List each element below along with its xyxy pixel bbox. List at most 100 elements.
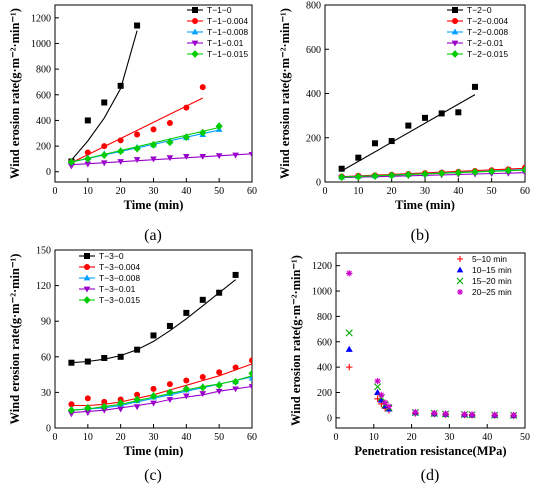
x-tick-label: 30 [444,432,454,443]
legend-label: T−2−0.01 [467,38,504,48]
x-tick-label: 50 [520,432,530,443]
y-tick-label: 600 [317,337,332,348]
data-point [67,158,76,167]
data-point [134,346,141,353]
data-point [182,384,190,393]
data-point [422,114,428,121]
data-point [117,82,124,89]
data-point [232,152,239,159]
series-1 [338,83,478,172]
data-point [232,364,239,371]
data-point [373,383,382,391]
data-point [215,381,223,390]
data-point [338,173,346,182]
series-5 [67,369,252,415]
x-tick-label: 10 [369,432,379,443]
x-axis-label: Time (min) [395,198,455,212]
data-point [133,144,141,153]
data-point [150,385,157,392]
x-tick-label: 60 [520,186,530,197]
y-axis-label: Wind erosion rate(g·m⁻²·min⁻¹) [8,8,22,179]
legend-label: 5–10 min [472,254,507,264]
data-point [338,165,345,172]
x-tick-label: 60 [247,186,257,197]
x-tick-label: 50 [214,186,224,197]
y-axis-label: Wind erosion rate(g·m⁻²·min⁻¹) [8,254,22,425]
data-point [472,83,478,90]
data-point [355,154,362,161]
x-tick-label: 30 [149,186,159,197]
data-point [216,369,223,376]
series-4 [68,384,252,418]
data-point [67,406,76,415]
legend-marker [83,274,91,281]
x-tick-label: 40 [181,432,191,443]
data-point [488,167,496,176]
x-tick-label: 20 [116,432,126,443]
series-3 [68,374,252,412]
x-tick-label: 30 [420,186,430,197]
data-point [248,369,252,378]
data-point [117,399,125,407]
y-tick-label: 800 [317,312,332,323]
x-tick-label: 0 [323,186,328,197]
x-tick-label: 20 [116,186,126,197]
data-point [199,296,206,303]
legend-label: T−1−0.015 [207,49,248,59]
y-tick-label: 0 [46,424,51,435]
y-tick-label: 1200 [312,261,332,272]
data-point [101,143,108,150]
data-point [199,373,206,380]
data-point [199,84,206,91]
plot-frame [335,252,526,429]
data-point [372,140,378,147]
x-tick-label: 50 [487,186,497,197]
series-4 [346,270,517,419]
fit-line [71,153,252,166]
legend-label: T−2−0.015 [467,49,508,59]
legend-label: T−2−0.004 [467,16,508,26]
y-tick-label: 200 [317,388,332,399]
data-point [346,363,353,371]
fit-line [71,385,252,414]
data-point [100,402,108,411]
data-point [166,120,173,126]
data-point [183,309,190,316]
data-point [68,163,75,170]
data-point [232,271,239,278]
y-tick-label: 60 [41,352,51,363]
data-point [442,410,449,417]
legend-label: T−2−0.008 [467,27,508,37]
x-tick-label: 60 [247,432,257,443]
y-axis-label: Wind erosion rate(g·m⁻²·min⁻¹) [278,8,292,179]
legend-label: T−3−0.008 [99,273,140,283]
x-tick-label: 0 [53,432,58,443]
data-point [215,122,223,131]
data-point [199,153,207,160]
y-tick-label: 120 [36,281,51,292]
x-tick-label: 20 [387,186,397,197]
data-point [150,400,157,407]
data-point [199,391,207,398]
data-point [166,155,174,162]
legend-label: T−3−0.01 [99,284,136,294]
y-tick-label: 30 [41,388,51,399]
data-point [381,399,389,406]
data-point [150,156,157,163]
data-point [68,359,75,366]
data-point [84,358,91,365]
data-point [431,409,438,417]
chart-panel-4: 0 10 20 30 40 50 0 200 400 600 800 1000 1200 Penetrat… [289,252,530,458]
series-2 [68,84,206,166]
x-tick-label: 10 [83,432,93,443]
legend-label: T−1−0 [207,5,232,15]
data-point [117,159,124,165]
data-point [249,357,252,364]
data-point [504,166,512,175]
legend-label: 20–25 min [472,287,512,297]
data-point [101,354,108,361]
legend-marker [452,7,458,13]
data-point [166,397,174,403]
legend-marker [83,286,91,293]
